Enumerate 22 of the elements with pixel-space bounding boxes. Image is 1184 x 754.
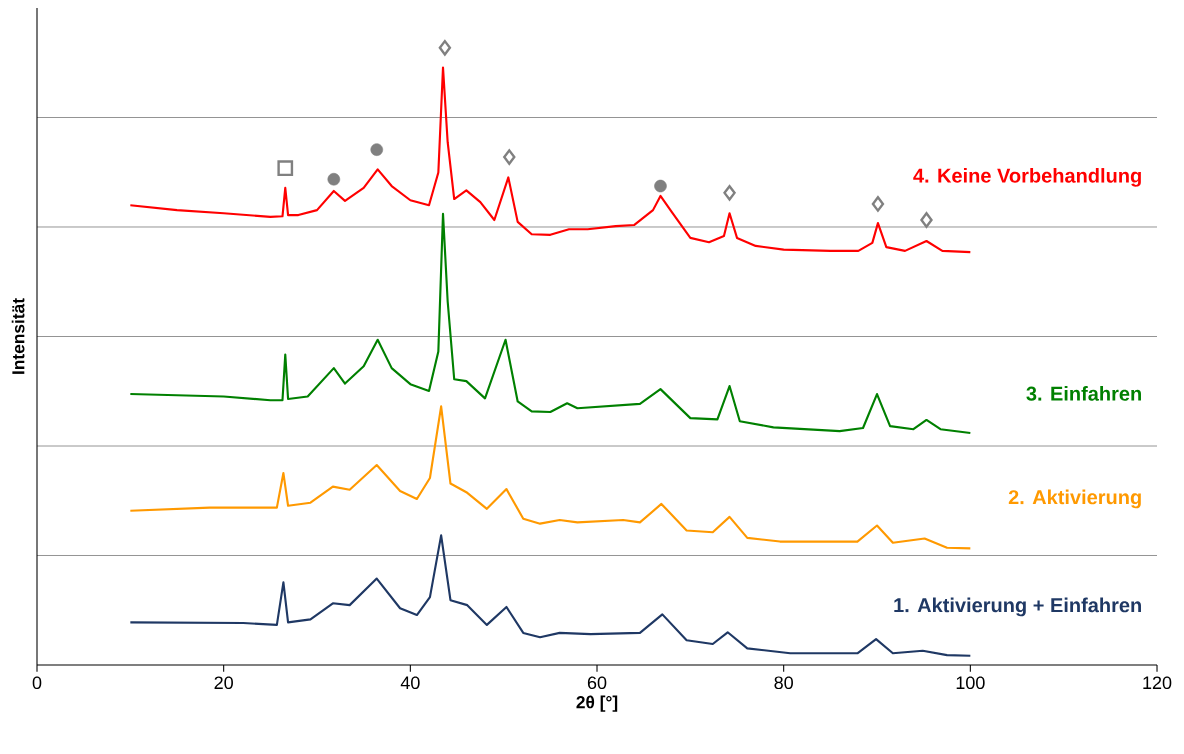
x-axis-title: 2θ [°]: [576, 695, 618, 712]
x-tick-label: 120: [1143, 676, 1172, 690]
point: [654, 179, 667, 193]
point: [503, 149, 516, 165]
point: [370, 143, 384, 156]
point: [871, 196, 885, 212]
point: [277, 160, 294, 177]
x-tick-label: 80: [774, 676, 793, 690]
x-tick-label: 100: [956, 676, 985, 690]
text: 3. Einfahren: [1026, 386, 1141, 401]
y-axis-title: Intensität: [11, 298, 25, 374]
point: [920, 212, 933, 228]
x-tick-label: 0: [32, 676, 42, 690]
x-tick-label: 20: [214, 676, 233, 690]
text: 2. Aktivierung: [1008, 489, 1141, 509]
point: [438, 39, 452, 56]
series-label: 1. Aktivierung + Einfahren: [894, 597, 1141, 617]
point: [723, 184, 736, 201]
x-tick-label: 40: [400, 676, 420, 690]
point: [327, 173, 341, 186]
x-tick-label: 60: [587, 676, 607, 690]
text: 4. Keine Vorbehandlung: [913, 168, 1141, 187]
